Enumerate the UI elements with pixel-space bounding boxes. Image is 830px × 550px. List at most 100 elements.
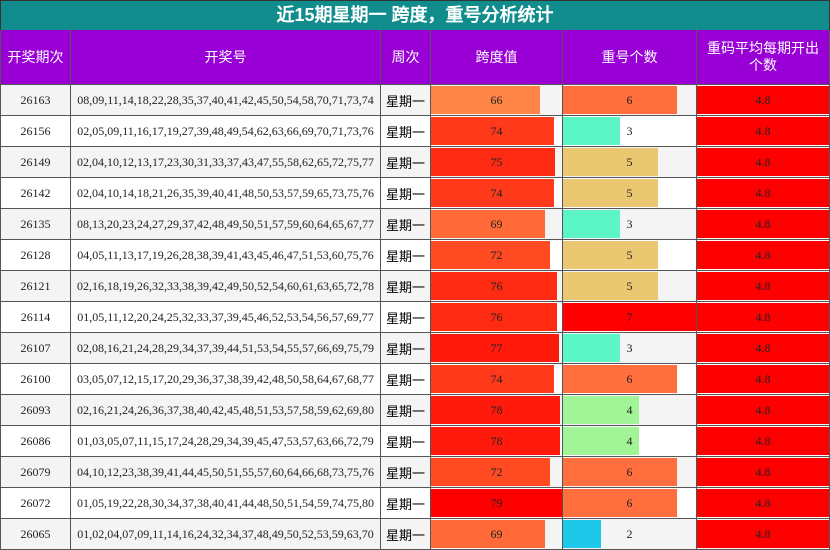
cell-value: 72: [490, 247, 503, 262]
bar-cell: 6: [563, 457, 697, 488]
bar-cell: 72: [431, 240, 563, 271]
cell-value: 7: [626, 309, 633, 324]
data-bar: [697, 427, 829, 455]
cell-value: 4.8: [755, 247, 771, 262]
bar-cell: 76: [431, 302, 563, 333]
numbers-cell: 02,04,10,14,18,21,26,35,39,40,41,48,50,5…: [71, 178, 381, 209]
cell-value: 69: [490, 216, 503, 231]
numbers-cell: 02,05,09,11,16,17,19,27,39,48,49,54,62,6…: [71, 116, 381, 147]
bar-cell: 6: [563, 488, 697, 519]
period-cell: 26156: [0, 116, 71, 147]
weekday-cell: 星期一: [381, 519, 431, 550]
period-cell: 26135: [0, 209, 71, 240]
numbers-cell: 04,05,11,13,17,19,26,28,38,39,41,43,45,4…: [71, 240, 381, 271]
data-bar: [431, 427, 561, 455]
cell-value: 6: [626, 92, 633, 107]
weekday-cell: 星期一: [381, 240, 431, 271]
bar-cell: 78: [431, 426, 563, 457]
cell-value: 6: [626, 464, 633, 479]
cell-value: 4.8: [755, 495, 771, 510]
cell-value: 78: [490, 402, 503, 417]
bar-cell: 4.8: [697, 271, 830, 302]
column-header: 重号个数: [563, 30, 697, 85]
weekday-cell: 星期一: [381, 457, 431, 488]
bar-cell: 7: [563, 302, 697, 333]
data-bar: [563, 427, 639, 455]
period-cell: 26079: [0, 457, 71, 488]
cell-value: 6: [626, 495, 633, 510]
data-bar: [697, 148, 829, 176]
cell-value: 78: [490, 433, 503, 448]
cell-value: 5: [626, 154, 633, 169]
data-bar: [563, 334, 620, 362]
bar-cell: 75: [431, 147, 563, 178]
data-bar: [563, 148, 658, 176]
weekday-cell: 星期一: [381, 271, 431, 302]
numbers-cell: 02,16,21,24,26,36,37,38,40,42,45,48,51,5…: [71, 395, 381, 426]
data-bar: [697, 210, 829, 238]
bar-cell: 4.8: [697, 209, 830, 240]
bar-cell: 3: [563, 116, 697, 147]
period-cell: 26114: [0, 302, 71, 333]
data-bar: [697, 458, 829, 486]
cell-value: 4.8: [755, 340, 771, 355]
numbers-cell: 08,09,11,14,18,22,28,35,37,40,41,42,45,5…: [71, 85, 381, 116]
data-bar: [697, 396, 829, 424]
bar-cell: 79: [431, 488, 563, 519]
bar-cell: 5: [563, 147, 697, 178]
data-bar: [431, 458, 551, 486]
numbers-cell: 02,04,10,12,13,17,23,30,31,33,37,43,47,5…: [71, 147, 381, 178]
bar-cell: 74: [431, 364, 563, 395]
data-bar: [697, 241, 829, 269]
table-title: 近15期星期一 跨度，重号分析统计: [0, 0, 830, 31]
cell-value: 4.8: [755, 154, 771, 169]
bar-cell: 3: [563, 209, 697, 240]
cell-value: 4.8: [755, 464, 771, 479]
period-cell: 26072: [0, 488, 71, 519]
column-header: 重码平均每期开出个数: [697, 30, 830, 85]
data-bar: [563, 520, 601, 548]
cell-value: 76: [490, 278, 503, 293]
bar-cell: 4.8: [697, 457, 830, 488]
column-header: 开奖号: [71, 30, 381, 85]
cell-value: 4.8: [755, 402, 771, 417]
bar-cell: 4.8: [697, 395, 830, 426]
bar-cell: 4.8: [697, 519, 830, 550]
data-bar: [431, 489, 562, 517]
cell-value: 3: [626, 340, 633, 355]
bar-cell: 4.8: [697, 240, 830, 271]
data-bar: [563, 396, 639, 424]
cell-value: 3: [626, 216, 633, 231]
numbers-cell: 03,05,07,12,15,17,20,29,36,37,38,39,42,4…: [71, 364, 381, 395]
cell-value: 74: [490, 123, 503, 138]
data-bar: [431, 520, 546, 548]
bar-cell: 78: [431, 395, 563, 426]
numbers-cell: 01,05,19,22,28,30,34,37,38,40,41,44,48,5…: [71, 488, 381, 519]
cell-value: 6: [626, 371, 633, 386]
data-bar: [431, 148, 556, 176]
weekday-cell: 星期一: [381, 147, 431, 178]
numbers-cell: 08,13,20,23,24,27,29,37,42,48,49,50,51,5…: [71, 209, 381, 240]
numbers-cell: 01,02,04,07,09,11,14,16,24,32,34,37,48,4…: [71, 519, 381, 550]
bar-cell: 4.8: [697, 333, 830, 364]
cell-value: 4.8: [755, 92, 771, 107]
data-bar: [563, 241, 658, 269]
column-header: 周次: [381, 30, 431, 85]
cell-value: 5: [626, 247, 633, 262]
numbers-cell: 04,10,12,23,38,39,41,44,45,50,51,55,57,6…: [71, 457, 381, 488]
numbers-cell: 02,08,16,21,24,28,29,34,37,39,44,51,53,5…: [71, 333, 381, 364]
bar-cell: 74: [431, 178, 563, 209]
cell-value: 4.8: [755, 185, 771, 200]
cell-value: 4.8: [755, 278, 771, 293]
data-bar: [563, 458, 677, 486]
data-bar: [563, 179, 658, 207]
weekday-cell: 星期一: [381, 426, 431, 457]
numbers-cell: 01,05,11,12,20,24,25,32,33,37,39,45,46,5…: [71, 302, 381, 333]
data-bar: [431, 179, 554, 207]
bar-cell: 2: [563, 519, 697, 550]
numbers-cell: 02,16,18,19,26,32,33,38,39,42,49,50,52,5…: [71, 271, 381, 302]
period-cell: 26142: [0, 178, 71, 209]
data-bar: [431, 396, 561, 424]
period-cell: 26163: [0, 85, 71, 116]
bar-cell: 3: [563, 333, 697, 364]
